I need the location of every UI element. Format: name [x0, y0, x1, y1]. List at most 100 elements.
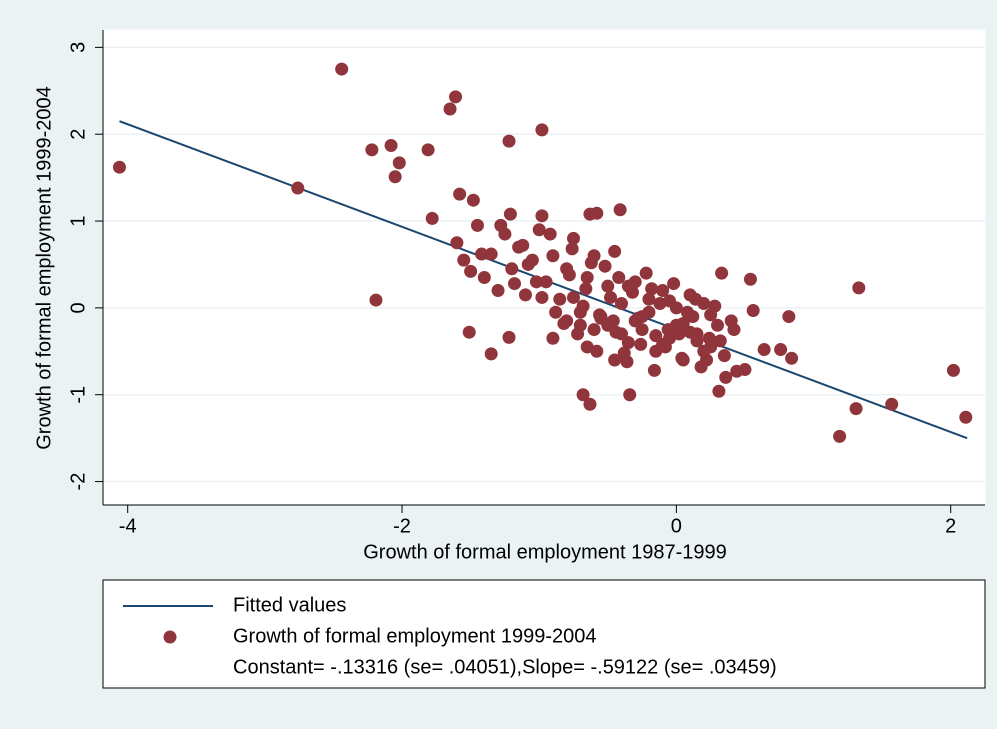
- scatter-point: [604, 290, 618, 304]
- y-tick-label: 2: [67, 129, 89, 140]
- scatter-point: [746, 303, 760, 317]
- scatter-point: [686, 310, 700, 324]
- scatter-point: [757, 343, 771, 357]
- scatter-point: [683, 325, 697, 339]
- scatter-point: [743, 272, 757, 286]
- scatter-point: [719, 370, 733, 384]
- scatter-point: [689, 292, 703, 306]
- scatter-point: [704, 308, 718, 322]
- scatter-point: [425, 211, 439, 225]
- scatter-point: [717, 349, 731, 363]
- scatter-point: [579, 282, 593, 296]
- scatter-point: [576, 388, 590, 402]
- scatter-point: [521, 257, 535, 271]
- scatter-point: [656, 337, 670, 351]
- y-tick-label: 0: [67, 302, 89, 313]
- scatter-point: [580, 340, 594, 354]
- scatter-point: [546, 331, 560, 345]
- scatter-point: [635, 323, 649, 337]
- scatter-point: [615, 297, 629, 311]
- scatter-point: [583, 397, 597, 411]
- scatter-point: [852, 281, 866, 295]
- scatter-point: [462, 325, 476, 339]
- scatter-point: [676, 317, 690, 331]
- y-tick-label: -2: [67, 473, 89, 491]
- x-tick-label: 2: [945, 515, 956, 537]
- scatter-point: [621, 336, 635, 350]
- scatter-point: [291, 181, 305, 195]
- scatter-point: [642, 292, 656, 306]
- scatter-point: [697, 344, 711, 358]
- scatter-point: [833, 429, 847, 443]
- scatter-point: [849, 402, 863, 416]
- scatter-point: [335, 62, 349, 76]
- scatter-point: [484, 347, 498, 361]
- scatter-point: [566, 231, 580, 245]
- x-axis-title: Growth of formal employment 1987-1999: [363, 541, 727, 563]
- scatter-point: [539, 275, 553, 289]
- scatter-point: [583, 207, 597, 221]
- scatter-point: [656, 284, 670, 298]
- scatter-point: [535, 209, 549, 223]
- scatter-point: [505, 262, 519, 276]
- scatter-point: [553, 292, 567, 306]
- scatter-point: [491, 284, 505, 298]
- scatter-point: [727, 323, 741, 337]
- scatter-point: [449, 90, 463, 104]
- scatter-point: [959, 410, 973, 424]
- scatter-point: [392, 156, 406, 170]
- scatter-point: [369, 293, 383, 307]
- scatter-point: [785, 351, 799, 365]
- scatter-point: [621, 279, 635, 293]
- scatter-point: [502, 330, 516, 344]
- scatter-point: [667, 277, 681, 291]
- scatter-point: [584, 256, 598, 270]
- scatter-point: [885, 397, 899, 411]
- scatter-point: [715, 266, 729, 280]
- scatter-point: [608, 244, 622, 258]
- scatter-point: [562, 268, 576, 282]
- scatter-point: [712, 384, 726, 398]
- scatter-point: [450, 236, 464, 250]
- scatter-point: [774, 343, 788, 357]
- scatter-point: [782, 310, 796, 324]
- scatter-point: [365, 143, 379, 157]
- scatter-point: [532, 223, 546, 237]
- scatter-point: [464, 264, 478, 278]
- scatter-point: [470, 218, 484, 232]
- scatter-point: [477, 270, 491, 284]
- legend-label: Fitted values: [233, 594, 346, 616]
- scatter-point: [713, 334, 727, 348]
- legend-note: Constant= -.13316 (se= .04051),Slope= -.…: [233, 656, 777, 678]
- scatter-point: [635, 310, 649, 324]
- scatter-point: [946, 363, 960, 377]
- scatter-point: [503, 207, 517, 221]
- scatter-point: [617, 346, 631, 360]
- scatter-point: [639, 266, 653, 280]
- scatter-point: [634, 337, 648, 351]
- scatter-point: [690, 334, 704, 348]
- scatter-point: [443, 102, 457, 116]
- scatter-point: [543, 227, 557, 241]
- scatter-point: [711, 318, 725, 332]
- legend-label: Growth of formal employment 1999-2004: [233, 625, 597, 647]
- scatter-point: [529, 275, 543, 289]
- scatter-point: [571, 327, 585, 341]
- y-tick-label: 1: [67, 215, 89, 226]
- scatter-point: [457, 253, 471, 267]
- scatter-point: [612, 270, 626, 284]
- scatter-point: [566, 290, 580, 304]
- y-tick-label: -1: [67, 386, 89, 404]
- scatter-point: [702, 331, 716, 345]
- scatter-point: [613, 203, 627, 217]
- legend-marker: [163, 630, 177, 644]
- scatter-point: [502, 134, 516, 148]
- scatter-point: [112, 160, 126, 174]
- scatter-point: [608, 353, 622, 367]
- scatter-point: [601, 279, 615, 293]
- x-tick-label: -4: [119, 515, 137, 537]
- scatter-point: [546, 249, 560, 263]
- scatter-point: [384, 138, 398, 152]
- scatter-point: [466, 193, 480, 207]
- scatter-point: [508, 277, 522, 291]
